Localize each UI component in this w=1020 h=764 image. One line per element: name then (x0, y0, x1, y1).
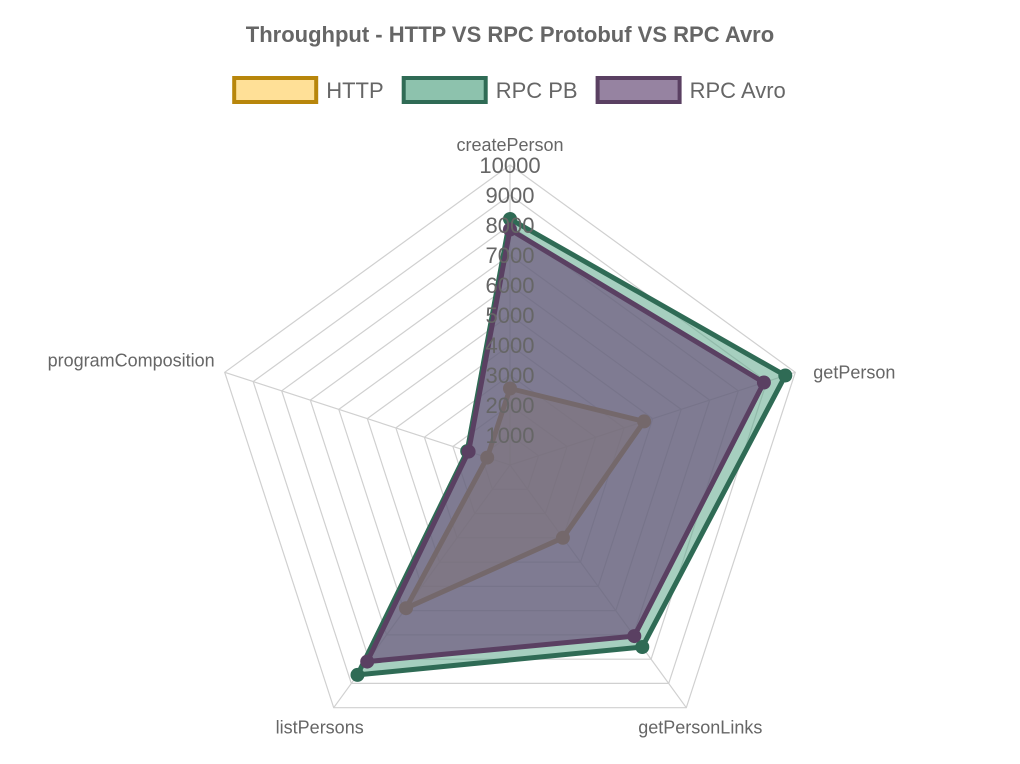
tick-label: 10000 (479, 153, 540, 178)
legend-item-http[interactable]: HTTP (232, 76, 384, 104)
tick-label: 2000 (486, 393, 535, 418)
legend-item-rpc-avro[interactable]: RPC Avro (595, 76, 786, 104)
data-point-rpc-avro-getpersonlinks[interactable] (627, 629, 642, 644)
axis-label-getpersonlinks: getPersonLinks (638, 718, 762, 738)
grid-ring (223, 164, 797, 709)
axis-label-createperson: createPerson (456, 135, 563, 155)
legend-swatch-rpc-pb (401, 76, 488, 104)
tick-label: 3000 (486, 363, 535, 388)
tick-labels: 1000 2000 3000 4000 5000 6000 7000 8000 9000 1000… (479, 153, 540, 448)
data-point-rpc-avro-createperson[interactable] (503, 222, 517, 237)
series-area-rpc-avro (364, 227, 767, 665)
legend-swatch-http (232, 76, 319, 104)
tick-label: 4000 (486, 333, 535, 358)
axis-label-getperson: getPerson (813, 362, 895, 382)
axis-label-programcomposition: programComposition (48, 350, 215, 370)
legend-item-rpc-pb[interactable]: RPC PB (401, 76, 578, 104)
legend[interactable]: HTTP RPC PB RPC Avro (232, 76, 786, 104)
axis-labels: createPerson getPerson getPersonLinks listP… (48, 135, 896, 738)
tick-label: 5000 (486, 303, 535, 328)
tick-label: 8000 (486, 213, 535, 238)
legend-label-rpc-pb: RPC PB (496, 78, 578, 103)
data-point-rpc-pb-getpersonlinks[interactable] (635, 640, 650, 654)
legend-swatch-rpc-avro (595, 76, 682, 104)
data-point-rpc-avro-getperson[interactable] (756, 375, 771, 390)
legend-label-http: HTTP (326, 78, 383, 103)
tick-label: 1000 (486, 423, 535, 448)
chart-title: Throughput - HTTP VS RPC Protobuf VS RPC… (246, 22, 774, 47)
legend-label-rpc-avro: RPC Avro (690, 78, 786, 103)
tick-label: 7000 (486, 243, 535, 268)
axis-label-listpersons: listPersons (276, 718, 364, 738)
series-rpc-avro (360, 222, 771, 669)
series-layer (350, 212, 793, 682)
tick-label: 9000 (486, 183, 535, 208)
data-point-rpc-pb-listpersons[interactable] (350, 667, 365, 682)
data-point-rpc-avro-listpersons[interactable] (360, 654, 375, 669)
data-point-rpc-avro-programcomposition[interactable] (461, 444, 476, 459)
tick-label: 6000 (486, 273, 535, 298)
data-point-rpc-pb-getperson[interactable] (778, 368, 793, 383)
